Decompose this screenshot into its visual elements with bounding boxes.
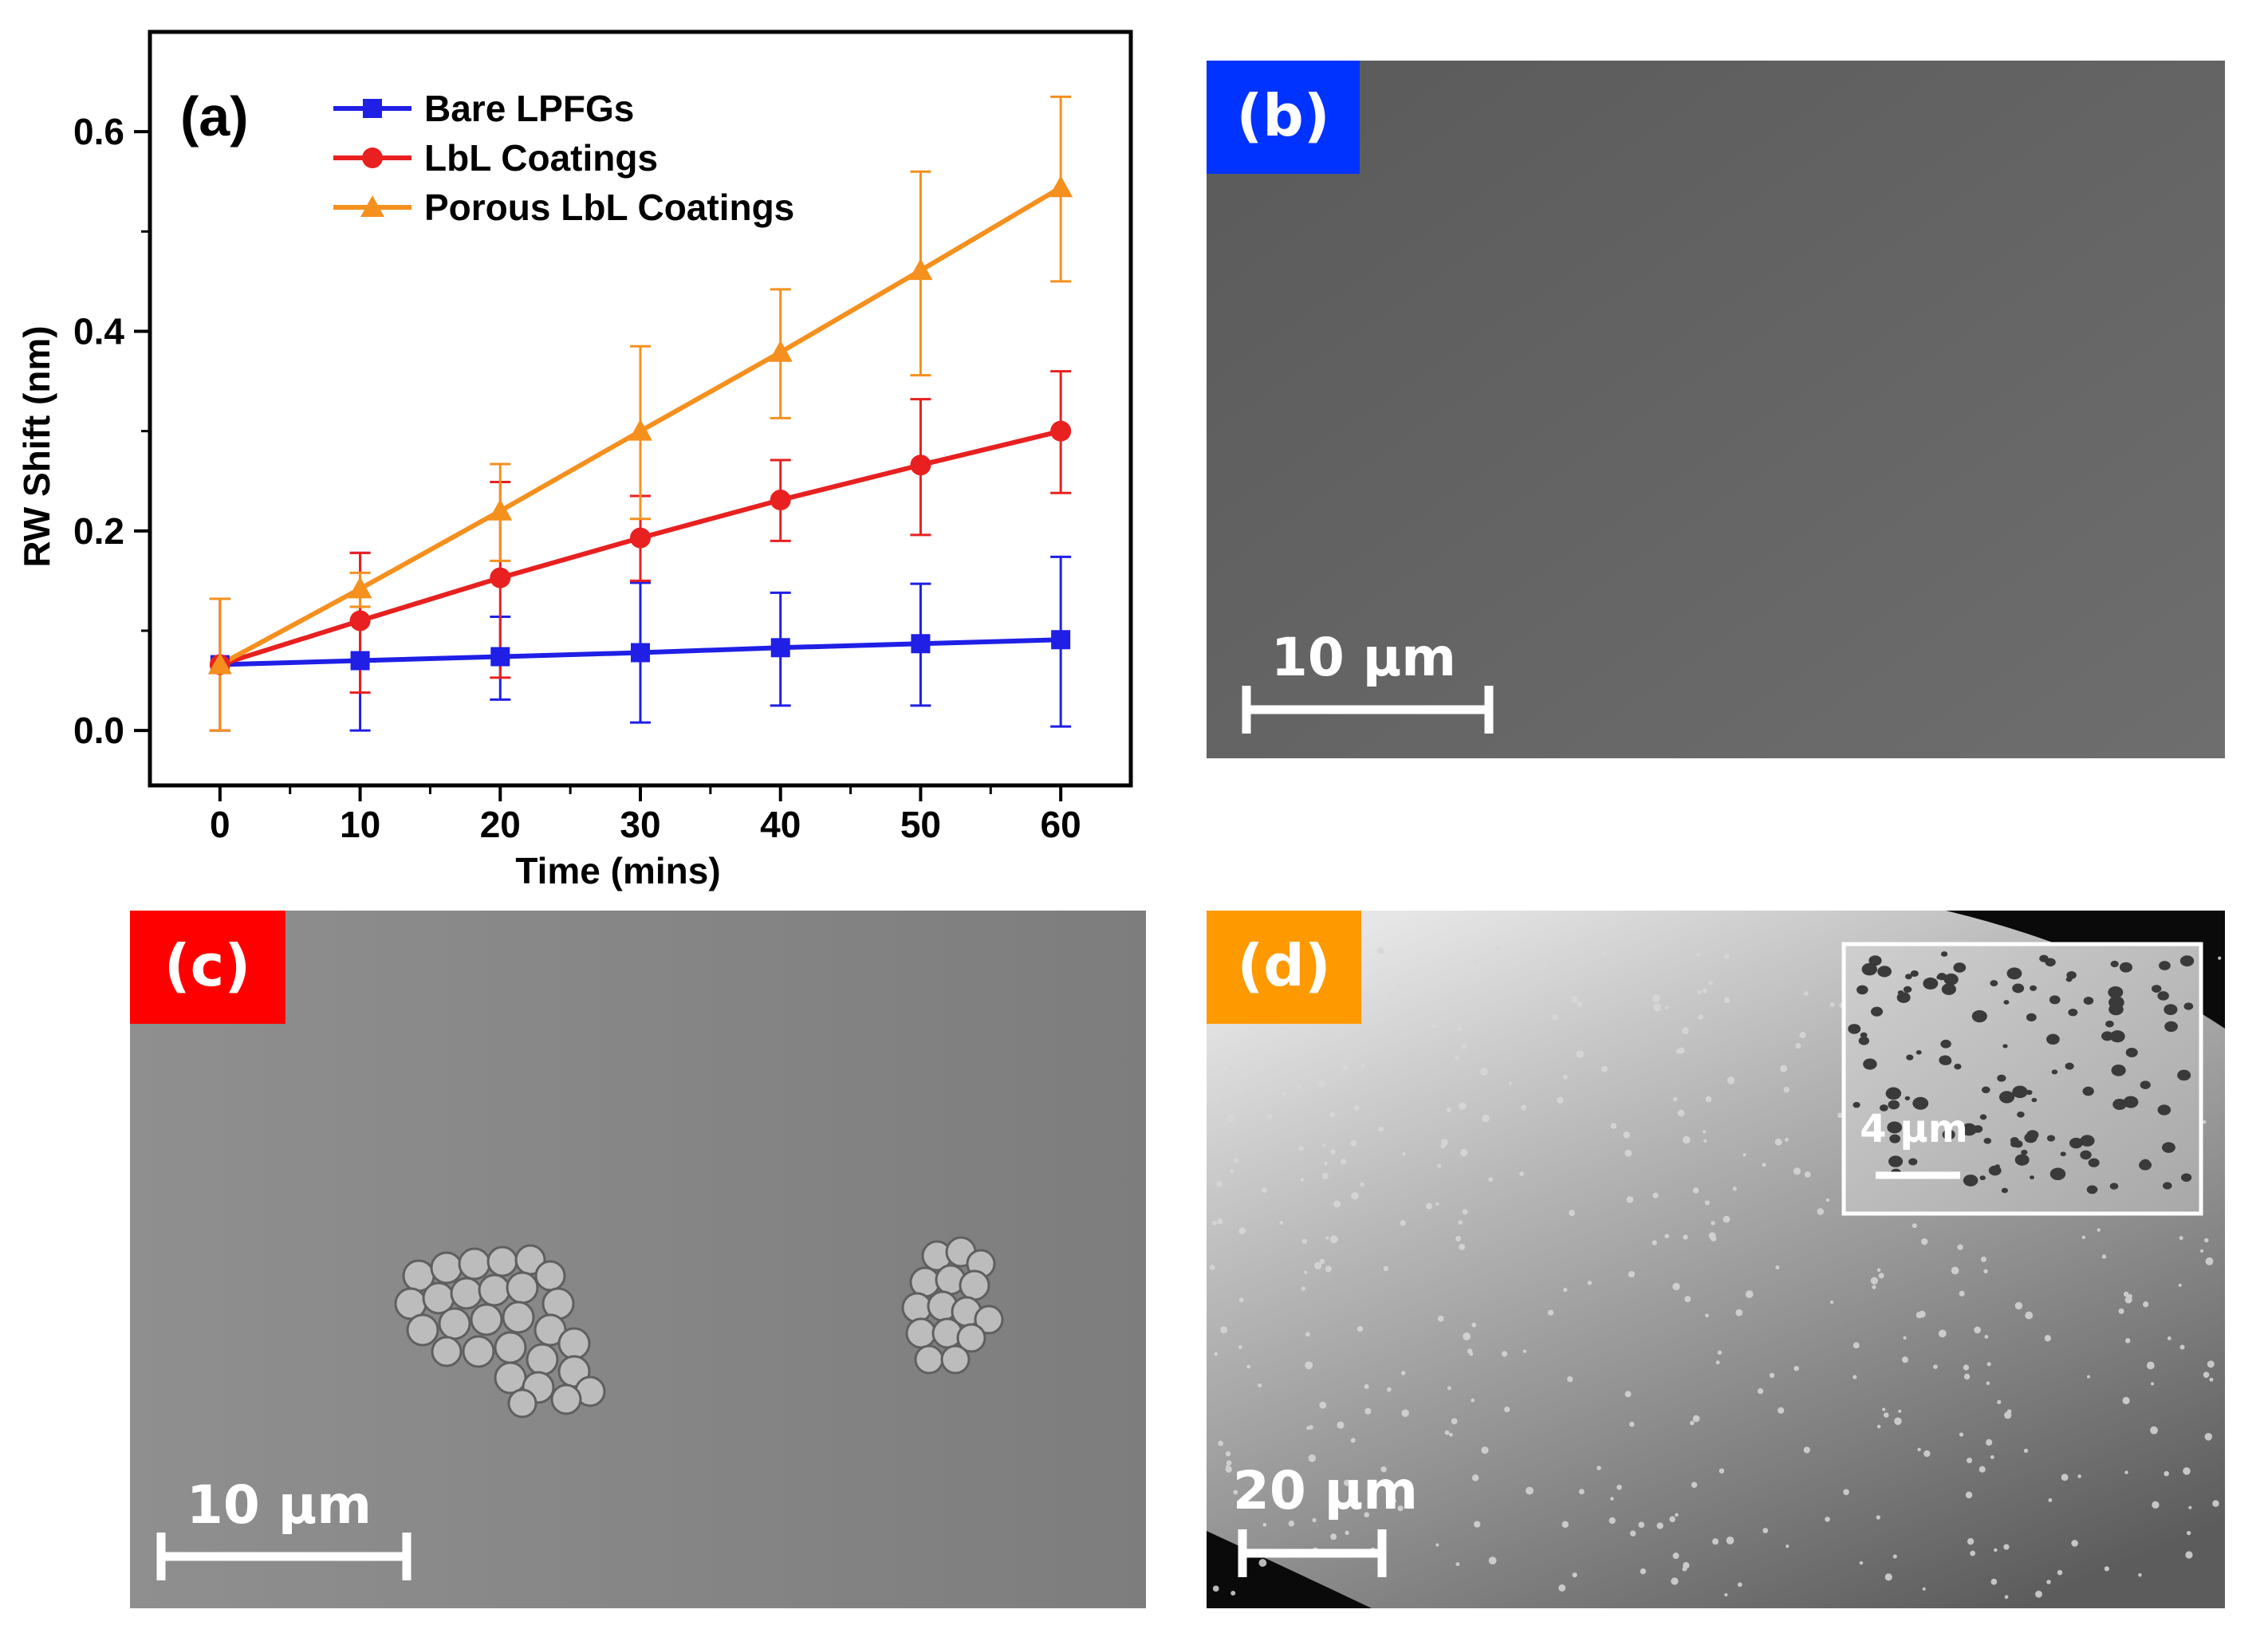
- data-point: [350, 651, 370, 671]
- x-tick-label: 20: [480, 804, 521, 845]
- inset-scale-label: 4 µm: [1860, 1107, 1967, 1151]
- panel-d-badge: [1207, 911, 1361, 1024]
- data-point: [348, 576, 372, 599]
- data-point: [770, 490, 791, 511]
- legend-label: Porous LbL Coatings: [424, 187, 794, 228]
- y-tick-label: 0.6: [73, 111, 124, 152]
- y-tick-label: 0.2: [73, 510, 124, 552]
- x-tick-label: 0: [210, 804, 230, 845]
- legend-label: Bare LPFGs: [424, 88, 634, 129]
- legend-marker: [360, 195, 384, 217]
- series-markers: [207, 175, 1073, 675]
- data-point: [1051, 630, 1071, 650]
- panel-b-scale-bar: [1242, 686, 1494, 734]
- y-axis-label: RW Shift (nm): [16, 325, 57, 567]
- panel-a-chart: 0 10 20 30 40 50 60 0.0 0.2 0.4 0.6 (a) Time (mins…: [16, 30, 1133, 891]
- data-point: [490, 567, 511, 588]
- legend-marker: [362, 148, 383, 168]
- data-point: [770, 638, 790, 658]
- y-tick-label: 0.4: [73, 310, 124, 352]
- data-point: [910, 454, 931, 476]
- panel-d-sem-image: (d) 20 µm 4 µm: [1207, 911, 2225, 1608]
- data-point: [1049, 175, 1073, 198]
- x-tick-label: 10: [340, 804, 380, 845]
- data-point: [628, 419, 652, 441]
- inset-pores: [1848, 951, 2195, 1194]
- data-point: [911, 634, 931, 654]
- data-point: [631, 643, 650, 663]
- data-point: [488, 498, 513, 521]
- data-point: [908, 258, 933, 281]
- x-tick-label: 30: [620, 804, 660, 845]
- legend-marker: [363, 99, 382, 118]
- panel-d-inset: 4 µm: [1841, 942, 2203, 1216]
- bacteria-cluster-left: [394, 1244, 606, 1419]
- data-point: [768, 340, 793, 362]
- legend-label: LbL Coatings: [424, 137, 658, 179]
- panel-b-label: (b): [1236, 82, 1329, 149]
- chart-axes: 0 10 20 30 40 50 60 0.0 0.2 0.4 0.6: [73, 30, 1133, 845]
- data-point: [349, 610, 371, 632]
- panel-a-label: (a): [180, 85, 249, 148]
- chart-legend: Bare LPFGs LbL Coatings Porous LbL Coating…: [333, 88, 794, 228]
- panel-b-scale-label: 10 µm: [1271, 627, 1456, 688]
- x-tick-label: 60: [1041, 804, 1081, 845]
- panel-c-scale-bar: [156, 1533, 411, 1580]
- data-point: [207, 652, 232, 675]
- panel-d-scale-label: 20 µm: [1233, 1460, 1418, 1521]
- x-tick-label: 50: [900, 804, 941, 845]
- panel-c-badge: [130, 911, 285, 1024]
- panel-d-scale-bar: [1238, 1529, 1387, 1577]
- panel-c-sem-image: (c) 10 µm: [130, 911, 1146, 1608]
- panel-d-label: (d): [1237, 932, 1330, 999]
- bacteria-cluster-right: [901, 1236, 1004, 1375]
- y-tick-label: 0.0: [73, 710, 124, 751]
- data-point: [1050, 420, 1072, 442]
- panel-c-scale-label: 10 µm: [187, 1474, 372, 1536]
- panel-c-label: (c): [164, 932, 251, 999]
- x-axis-label: Time (mins): [515, 850, 720, 891]
- sem-image-b: [1207, 61, 2225, 758]
- panel-b-badge: [1207, 61, 1360, 174]
- panel-b-sem-image: (b) 10 µm: [1207, 61, 2225, 758]
- data-point: [490, 647, 510, 667]
- x-tick-label: 40: [760, 804, 801, 845]
- data-point: [630, 527, 651, 549]
